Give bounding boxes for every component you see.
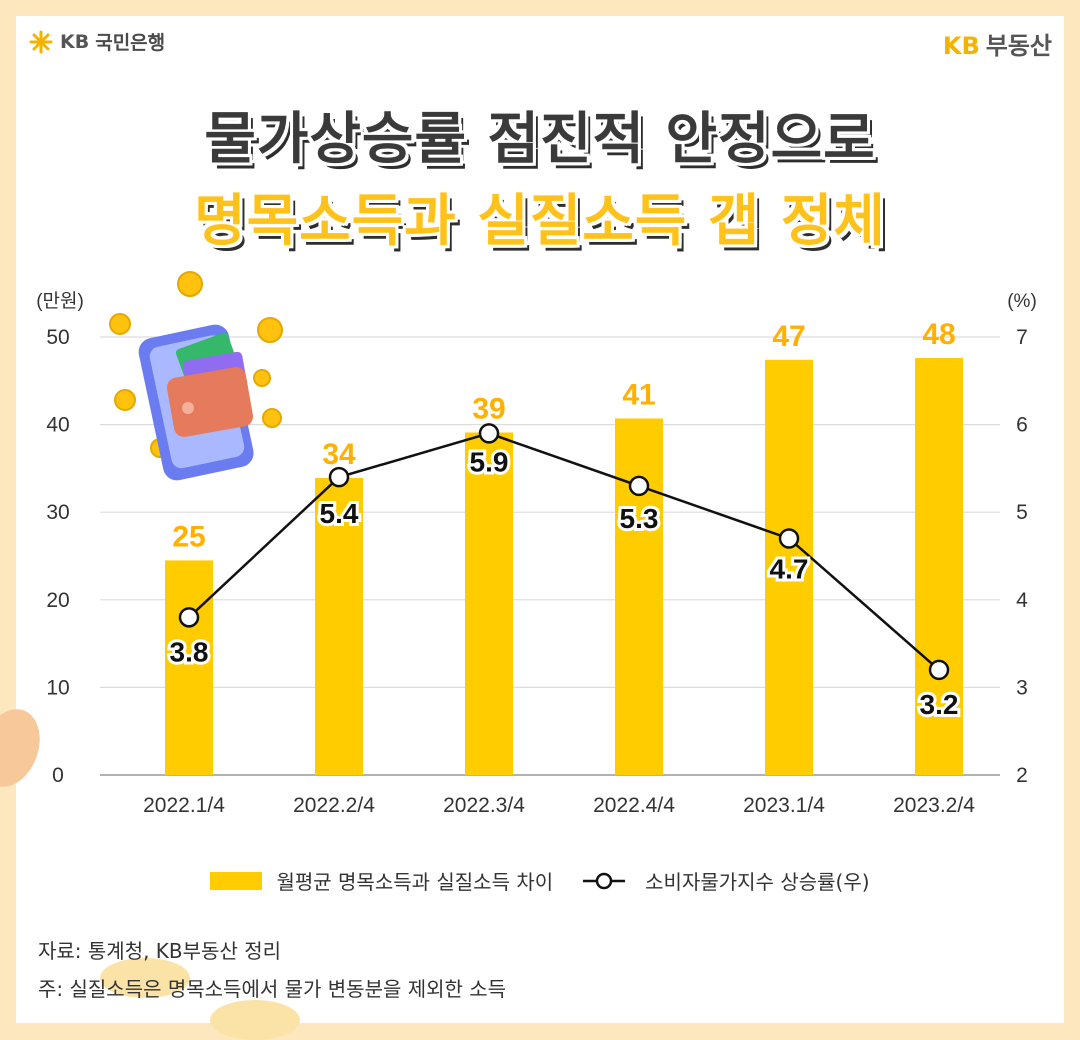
y-right-tick-label: 3 bbox=[1016, 676, 1028, 699]
line-value-label: 5.3 bbox=[620, 503, 659, 534]
line-point bbox=[478, 423, 500, 444]
line-value-label: 5.4 bbox=[320, 498, 359, 529]
series-line bbox=[188, 432, 940, 671]
line-point bbox=[778, 528, 800, 549]
y-right-tick-label: 7 bbox=[1016, 326, 1028, 349]
bar-value-label: 34 bbox=[322, 438, 356, 471]
y-left-unit: (만원) bbox=[36, 290, 84, 312]
wallet-phone-illustration bbox=[109, 271, 283, 481]
legend-line-symbol bbox=[583, 872, 626, 889]
y-right-tick-label: 6 bbox=[1016, 414, 1028, 437]
kb-star-icon bbox=[29, 30, 53, 53]
y-right-unit: (%) bbox=[1007, 291, 1037, 312]
kb-kookmin-logo: KB 국민은행 bbox=[28, 28, 165, 55]
title-line-2: 명목소득과 실질소득 갭 정체 bbox=[194, 189, 886, 254]
line-value-label: 5.9 bbox=[470, 446, 509, 477]
line-value-label: 3.2 bbox=[920, 689, 959, 720]
y-right-tick-label: 5 bbox=[1016, 501, 1028, 524]
legend-bar-swatch bbox=[210, 871, 263, 890]
bar bbox=[615, 418, 663, 775]
coin-icon bbox=[177, 271, 203, 297]
coin-icon bbox=[257, 317, 283, 343]
source-note: 자료: 통계청, KB부동산 정리 bbox=[38, 939, 282, 963]
logo-kb-text: KB bbox=[60, 30, 90, 53]
x-tick-label: 2022.1/4 bbox=[143, 794, 225, 817]
bar-value-label: 39 bbox=[472, 392, 505, 425]
coin-icon bbox=[109, 313, 131, 335]
coin-icon bbox=[114, 389, 136, 411]
line-point bbox=[178, 607, 200, 628]
line-value-label: 3.8 bbox=[170, 636, 209, 667]
y-right-tick-label: 4 bbox=[1016, 589, 1028, 612]
bar-value-label: 47 bbox=[772, 320, 805, 353]
x-tick-label: 2022.3/4 bbox=[443, 794, 525, 817]
line-point bbox=[628, 475, 650, 497]
bar bbox=[315, 478, 363, 775]
line-point bbox=[928, 659, 950, 681]
y-left-tick-label: 50 bbox=[46, 326, 69, 349]
line-value-label: 4.7 bbox=[770, 553, 809, 584]
x-tick-label: 2022.2/4 bbox=[293, 794, 375, 817]
title-line-1: 물가상승률 점진적 안정으로 bbox=[204, 107, 876, 172]
x-tick-label: 2023.1/4 bbox=[743, 794, 825, 817]
footnote: 주: 실질소득은 명목소득에서 물가 변동분을 제외한 소득 bbox=[38, 977, 507, 1001]
grid-lines bbox=[100, 336, 1000, 776]
legend-line-label: 소비자물가지수 상승률(우) bbox=[645, 870, 870, 894]
y-left-tick-label: 30 bbox=[46, 501, 69, 524]
bar-value-label: 48 bbox=[922, 318, 955, 351]
card-background bbox=[16, 16, 1064, 1023]
y-left-tick-label: 10 bbox=[46, 676, 69, 699]
x-tick-label: 2022.4/4 bbox=[593, 794, 675, 817]
bar bbox=[765, 359, 813, 775]
y-right-tick-label: 2 bbox=[1016, 764, 1028, 787]
kb-realestate-logo: KB 부동산 bbox=[943, 26, 1052, 61]
legend: 월평균 명목소득과 실질소득 차이 소비자물가지수 상승률(우) bbox=[0, 866, 1080, 895]
coin-decoration bbox=[210, 1000, 300, 1040]
bar bbox=[915, 358, 963, 775]
bar bbox=[165, 560, 213, 775]
coin-icon bbox=[262, 408, 282, 428]
logo-realestate-name: 부동산 bbox=[985, 32, 1052, 60]
logo-bank-name: 국민은행 bbox=[95, 32, 166, 54]
notes: 자료: 통계청, KB부동산 정리 주: 실질소득은 명목소득에서 물가 변동분… bbox=[38, 932, 506, 1008]
line-point bbox=[328, 466, 350, 488]
bar-value-label: 41 bbox=[622, 378, 655, 411]
x-tick-label: 2023.2/4 bbox=[893, 794, 975, 817]
wallet-icon bbox=[166, 367, 254, 437]
logo-kb-text: KB bbox=[942, 32, 980, 60]
y-left-tick-label: 40 bbox=[46, 414, 69, 437]
y-left-tick-label: 20 bbox=[46, 589, 69, 612]
bar bbox=[465, 432, 513, 775]
bar-value-label: 25 bbox=[172, 520, 205, 553]
y-left-tick-label: 0 bbox=[52, 764, 64, 787]
coin-decoration bbox=[100, 958, 190, 998]
legend-bar-label: 월평균 명목소득과 실질소득 차이 bbox=[276, 870, 554, 894]
coin-icon bbox=[253, 369, 271, 387]
